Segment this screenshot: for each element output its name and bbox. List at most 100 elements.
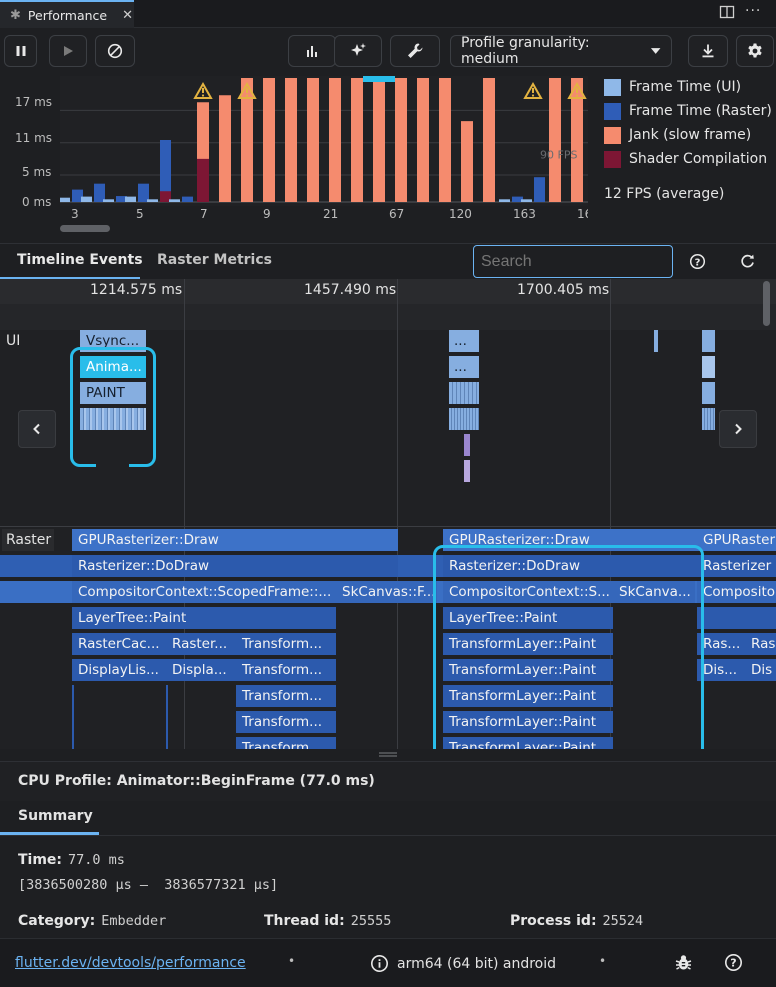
ui-event-cluster[interactable] (449, 382, 479, 404)
ui-bar (60, 197, 70, 202)
ui-event-cluster[interactable] (80, 408, 146, 430)
raster-thread-label: Raster (2, 529, 54, 551)
jank-bar (307, 78, 319, 202)
gear-icon (748, 43, 762, 58)
ui-event[interactable]: Vsync... (80, 330, 146, 352)
refresh-icon[interactable] (739, 253, 756, 274)
jank-bar (461, 121, 473, 202)
jank-bar (571, 78, 583, 202)
timeline-flame-chart[interactable]: 1214.575 ms 1457.490 ms 1700.405 ms UI V… (0, 279, 776, 749)
enhance-tracing-button[interactable] (334, 35, 382, 67)
raster-event[interactable]: Rasterizer (697, 555, 776, 577)
ui-event-small[interactable] (464, 460, 470, 482)
chevron-left-icon (33, 423, 40, 435)
raster-event[interactable]: TransformLayer::Paint (443, 711, 613, 733)
raster-event[interactable]: Dis (745, 659, 776, 681)
help-icon[interactable]: ? (689, 253, 706, 274)
resume-button[interactable] (49, 35, 87, 67)
raster-event[interactable]: Displa... (166, 659, 236, 681)
raster-event[interactable] (697, 607, 776, 629)
ui-event-small[interactable] (702, 330, 715, 352)
raster-event[interactable]: Transform... (236, 633, 336, 655)
raster-event[interactable]: GPURasterizer::Draw (72, 529, 398, 551)
more-debugging-options-button[interactable] (390, 35, 440, 67)
ui-event-small[interactable] (702, 356, 715, 378)
raster-event[interactable]: TransformLayer::Paint (443, 659, 613, 681)
fps-average: 12 FPS (average) (604, 186, 725, 202)
tab-raster-metrics[interactable]: Raster Metrics (157, 252, 272, 268)
export-button[interactable] (688, 35, 728, 67)
ui-event[interactable]: ... (449, 330, 479, 352)
clear-button[interactable] (95, 35, 135, 67)
x-tick: 5 (136, 207, 144, 221)
drag-handle-icon (379, 752, 397, 757)
raster-event[interactable]: Ras... (697, 633, 745, 655)
raster-event[interactable]: TransformLayer::Paint (443, 685, 613, 707)
split-editor-icon[interactable] (719, 4, 735, 24)
raster-event[interactable]: Transform... (236, 711, 336, 733)
jank-bar (549, 78, 561, 202)
jank-bar (417, 78, 429, 202)
raster-event[interactable]: GPURaster (697, 529, 776, 551)
warning-icon (237, 81, 257, 99)
shader-bar (197, 158, 209, 202)
raster-event[interactable]: Transform... (236, 659, 336, 681)
raster-event[interactable]: Compositor (697, 581, 776, 603)
scroll-right-button[interactable] (719, 410, 757, 448)
more-actions-icon[interactable]: ··· (745, 3, 762, 19)
granularity-label: Profile granularity: medium (461, 35, 590, 67)
raster-bar (534, 177, 545, 202)
ui-event-small[interactable] (702, 382, 715, 404)
ui-event[interactable]: PAINT (80, 382, 146, 404)
raster-event[interactable]: LayerTree::Paint (443, 607, 613, 629)
raster-event[interactable]: CompositorContext::S... (443, 581, 613, 603)
selected-frame-marker (363, 76, 395, 82)
raster-event[interactable]: TransformLayer::Paint (443, 737, 613, 749)
selection-highlight (70, 347, 156, 467)
raster-event[interactable]: SkCanvas::F... (336, 581, 437, 603)
chart-scrollbar[interactable] (60, 225, 110, 232)
legend-item: Shader Compilation (604, 147, 772, 171)
raster-event[interactable]: LayerTree::Paint (72, 607, 336, 629)
jank-bar (373, 78, 385, 202)
performance-overlay-button[interactable] (288, 35, 336, 67)
raster-event[interactable]: Rasterizer::DoDraw (72, 555, 398, 577)
docs-link[interactable]: flutter.dev/devtools/performance (15, 955, 246, 971)
raster-bar (72, 189, 83, 202)
search-input[interactable] (473, 245, 673, 278)
profile-granularity-dropdown[interactable]: Profile granularity: medium (450, 35, 672, 67)
ui-event[interactable]: ... (449, 356, 479, 378)
raster-event[interactable]: TransformLayer::Paint (443, 633, 613, 655)
close-icon[interactable]: ✕ (122, 7, 134, 23)
legend-item: Jank (slow frame) (604, 123, 772, 147)
ui-event-selected[interactable]: Anima... (80, 356, 146, 378)
raster-event[interactable]: Raster... (166, 633, 236, 655)
shader-bar (160, 191, 171, 202)
scroll-left-button[interactable] (18, 410, 56, 448)
raster-event[interactable]: SkCanva... (613, 581, 695, 603)
raster-event[interactable]: RasterCac... (72, 633, 166, 655)
settings-button[interactable] (736, 35, 774, 67)
ui-event-small[interactable] (464, 434, 470, 456)
raster-event[interactable]: CompositorContext::ScopedFrame::... (72, 581, 336, 603)
raster-event[interactable]: Dis... (697, 659, 745, 681)
raster-event[interactable]: Transform... (236, 685, 336, 707)
raster-event[interactable]: Ras (745, 633, 776, 655)
editor-tab-bar: ✱ Performance ✕ ··· (0, 0, 776, 28)
tab-timeline-events[interactable]: Timeline Events (17, 252, 143, 268)
raster-event[interactable]: DisplayLis... (72, 659, 166, 681)
raster-event[interactable]: Transform (236, 737, 336, 749)
tab-performance[interactable]: ✱ Performance ✕ (0, 0, 134, 28)
bug-icon[interactable] (674, 953, 693, 976)
warning-icon (567, 81, 587, 99)
split-resize-handle[interactable] (0, 749, 776, 761)
pause-button[interactable] (4, 35, 37, 67)
ui-event-small[interactable] (654, 330, 658, 352)
ui-event-cluster[interactable] (449, 408, 479, 430)
help-icon[interactable]: ? (724, 953, 743, 976)
raster-event[interactable]: Rasterizer::DoDraw (443, 555, 699, 577)
frame-chart[interactable]: 90 FPS (60, 76, 588, 206)
tab-summary[interactable]: Summary (18, 808, 93, 824)
ui-event-cluster[interactable] (702, 408, 715, 430)
timeline-scrollbar[interactable] (763, 281, 770, 326)
